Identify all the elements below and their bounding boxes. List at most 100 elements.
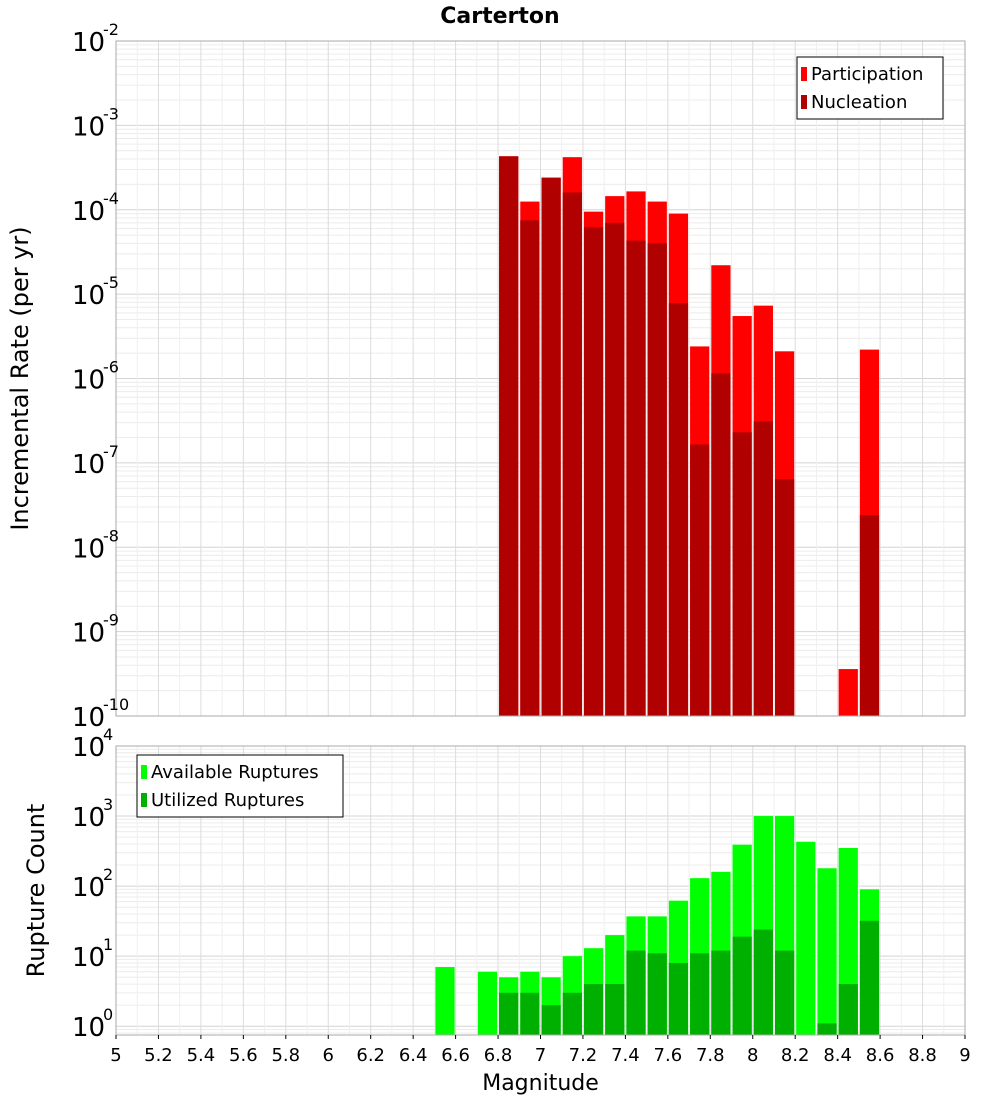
count-legend: Available Ruptures Utilized Ruptures <box>136 754 344 818</box>
rate-bar <box>499 156 519 717</box>
rate-bar <box>690 444 710 716</box>
count-bar <box>774 950 795 1035</box>
count-bar <box>817 868 837 1035</box>
rate-y-tick-exp: -9 <box>103 611 119 630</box>
count-bar <box>520 992 540 1035</box>
rate-y-tick-label: 10 <box>72 619 105 649</box>
rate-bar <box>668 303 689 716</box>
count-y-tick-label: 10 <box>72 803 105 833</box>
rate-bar <box>583 227 604 716</box>
rate-bar <box>541 177 561 716</box>
x-tick-label: 6.8 <box>484 1045 513 1066</box>
rate-bar <box>562 192 582 717</box>
rate-y-tick-label: 10 <box>72 534 105 564</box>
count-series-1 <box>499 920 880 1035</box>
x-tick-label: 8.8 <box>908 1045 937 1066</box>
count-y-tick-label: 10 <box>72 873 105 903</box>
count-y-tick-label: 10 <box>72 1013 105 1043</box>
count-legend-swatch <box>141 765 147 779</box>
rate-series-1 <box>499 156 880 717</box>
rate-bar <box>774 479 795 716</box>
rate-y-tick-label: 10 <box>72 366 105 396</box>
count-bar <box>796 841 816 1035</box>
x-tick-label: 8.4 <box>823 1045 852 1066</box>
count-bar <box>732 936 752 1035</box>
rate-bar <box>838 669 858 716</box>
rate-y-tick-exp: -5 <box>103 273 119 292</box>
rate-bar <box>626 240 646 717</box>
rate-bar <box>753 421 773 716</box>
count-y-tick-label: 10 <box>72 943 105 973</box>
x-tick-label: 7.2 <box>569 1045 598 1066</box>
count-bar <box>562 992 582 1035</box>
rate-frame <box>115 40 966 717</box>
x-tick-label: 7.6 <box>654 1045 683 1066</box>
count-y-tick-exp: 1 <box>103 935 113 954</box>
count-bar <box>583 984 604 1035</box>
rate-grid <box>115 40 966 717</box>
x-tick-label: 6.6 <box>441 1045 470 1066</box>
rate-y-tick-label: 10 <box>72 450 105 480</box>
rate-y-tick-label: 10 <box>72 112 105 142</box>
count-bar <box>753 929 773 1035</box>
x-tick-label: 5 <box>110 1045 121 1066</box>
count-bar <box>626 950 646 1035</box>
count-bar <box>690 953 710 1035</box>
rate-legend: Participation Nucleation <box>796 56 944 120</box>
rate-legend-label: Participation <box>811 64 923 85</box>
x-tick-label: 9 <box>959 1045 970 1066</box>
x-tick-label: 8 <box>747 1045 758 1066</box>
count-bar <box>859 920 880 1035</box>
x-tick-label: 5.6 <box>229 1045 258 1066</box>
count-bar <box>541 1005 561 1035</box>
count-bar <box>647 953 667 1035</box>
count-y-tick-exp: 0 <box>103 1005 113 1024</box>
count-bar <box>435 967 455 1035</box>
rate-bar <box>732 432 752 716</box>
count-y-axis-label: Rupture Count <box>22 804 50 978</box>
count-y-tick-label: 10 <box>72 733 105 763</box>
rate-y-tick-exp: -3 <box>103 104 119 123</box>
x-tick-label: 7.8 <box>696 1045 725 1066</box>
x-tick-label: 5.4 <box>187 1045 216 1066</box>
rate-y-tick-exp: -10 <box>103 695 129 714</box>
x-tick-label: 7.4 <box>611 1045 640 1066</box>
count-bar <box>668 962 689 1035</box>
rate-bar <box>605 222 625 716</box>
x-axis-label: Magnitude <box>482 1071 599 1096</box>
rate-bar <box>520 220 540 717</box>
count-legend-label: Utilized Ruptures <box>151 790 304 811</box>
rate-legend-swatch <box>801 95 807 109</box>
rate-panel: 10-1010-910-810-710-610-510-410-310-2Inc… <box>6 4 966 733</box>
rate-y-tick-exp: -6 <box>103 358 119 377</box>
count-y-tick-exp: 2 <box>103 865 113 884</box>
x-tick-label: 8.2 <box>781 1045 810 1066</box>
rate-y-axis-label: Incremental Rate (per yr) <box>6 226 34 530</box>
rate-y-tick-label: 10 <box>72 28 105 58</box>
chart-title: Carterton <box>440 4 559 29</box>
x-tick-label: 7 <box>535 1045 546 1066</box>
x-tick-label: 6.2 <box>356 1045 385 1066</box>
count-y-tick-exp: 3 <box>103 795 113 814</box>
count-bar <box>477 971 498 1035</box>
rate-legend-label: Nucleation <box>811 92 907 113</box>
count-legend-box <box>136 754 344 818</box>
x-tick-label: 8.6 <box>866 1045 895 1066</box>
count-bar <box>817 1023 837 1035</box>
count-legend-swatch <box>141 793 147 807</box>
rate-y-tick-label: 10 <box>72 703 105 733</box>
count-legend-label: Available Ruptures <box>151 762 319 783</box>
count-bar <box>605 984 625 1035</box>
count-y-tick-exp: 4 <box>103 725 113 744</box>
x-tick-label: 6.4 <box>399 1045 428 1066</box>
x-tick-label: 5.2 <box>144 1045 173 1066</box>
rate-y-tick-exp: -4 <box>103 189 119 208</box>
rate-bar <box>859 515 880 716</box>
rate-bar <box>711 373 731 716</box>
rate-y-tick-exp: -7 <box>103 442 119 461</box>
x-tick-label: 6 <box>323 1045 334 1066</box>
count-bar <box>711 950 731 1035</box>
